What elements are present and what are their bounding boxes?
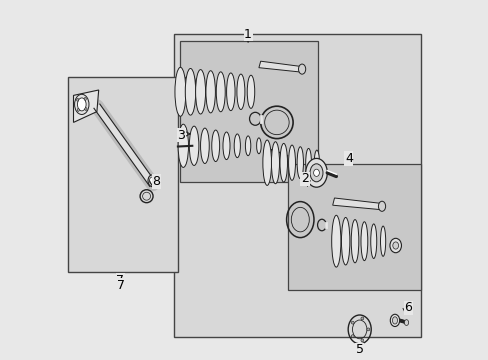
Ellipse shape [360,317,363,320]
Ellipse shape [370,224,376,258]
Bar [174,34,420,337]
Ellipse shape [226,73,235,111]
Ellipse shape [271,142,279,184]
Polygon shape [73,90,99,122]
Ellipse shape [305,148,311,177]
Polygon shape [332,198,381,210]
Ellipse shape [256,138,261,154]
Ellipse shape [223,132,229,159]
Ellipse shape [236,74,244,109]
Ellipse shape [189,126,199,166]
Ellipse shape [288,145,295,180]
Ellipse shape [389,314,399,327]
Text: 4: 4 [344,152,352,165]
Ellipse shape [175,67,185,116]
Ellipse shape [84,98,86,100]
Ellipse shape [350,335,353,338]
Ellipse shape [313,169,319,176]
Ellipse shape [75,94,89,114]
Ellipse shape [77,98,79,101]
Ellipse shape [366,328,369,331]
Ellipse shape [360,339,363,342]
Ellipse shape [392,317,397,324]
Ellipse shape [216,72,225,112]
Ellipse shape [263,140,271,185]
Ellipse shape [297,147,303,179]
Text: 5: 5 [355,343,363,356]
Text: 1: 1 [244,28,251,41]
Bar [269,149,287,161]
Ellipse shape [77,108,79,111]
Ellipse shape [305,158,326,187]
Text: 7: 7 [116,274,124,287]
Ellipse shape [341,217,349,265]
Ellipse shape [298,64,305,74]
Text: 7: 7 [117,279,125,292]
Ellipse shape [378,201,385,211]
Ellipse shape [350,321,353,324]
Text: 2: 2 [301,172,308,185]
Ellipse shape [178,124,188,167]
Ellipse shape [77,98,86,111]
Ellipse shape [404,320,408,325]
Ellipse shape [148,175,156,186]
Ellipse shape [205,71,215,113]
Ellipse shape [195,69,205,114]
Text: 8: 8 [152,175,160,188]
Ellipse shape [247,75,254,108]
Ellipse shape [380,226,385,256]
Ellipse shape [309,164,322,182]
Ellipse shape [331,215,340,267]
Text: 3: 3 [177,129,185,141]
Ellipse shape [211,130,219,162]
Ellipse shape [234,134,240,158]
Polygon shape [258,61,302,72]
Bar [179,41,318,182]
Bar [287,164,420,290]
Text: 6: 6 [404,301,411,314]
Ellipse shape [360,222,367,261]
Ellipse shape [392,242,398,249]
Ellipse shape [149,177,154,184]
Ellipse shape [280,143,287,182]
Ellipse shape [200,128,209,163]
Bar [68,77,178,272]
Ellipse shape [389,238,401,253]
Ellipse shape [185,68,195,115]
Ellipse shape [350,220,358,263]
Ellipse shape [314,150,319,175]
Ellipse shape [245,136,250,156]
Polygon shape [94,104,155,186]
Ellipse shape [84,108,87,111]
